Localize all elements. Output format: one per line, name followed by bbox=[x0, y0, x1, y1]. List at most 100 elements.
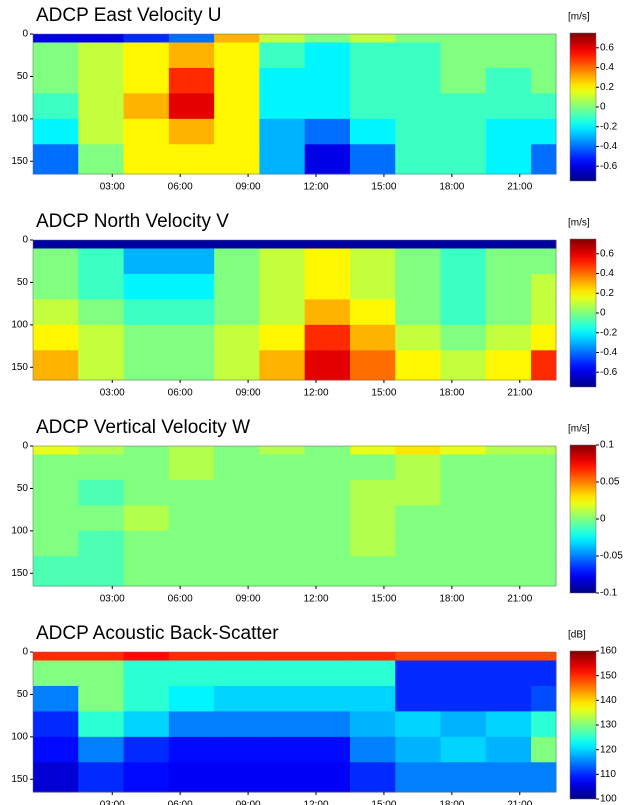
heat-cell bbox=[214, 273, 260, 300]
heat-cell bbox=[349, 240, 396, 249]
heat-cell bbox=[395, 685, 442, 712]
heat-cell bbox=[304, 660, 351, 687]
colorbar-tick-label: -0.6 bbox=[600, 161, 618, 172]
heat-cell bbox=[349, 273, 396, 300]
heat-cell bbox=[304, 454, 351, 481]
heat-cell bbox=[259, 118, 306, 145]
heat-cell bbox=[168, 240, 215, 249]
heat-cell bbox=[485, 454, 532, 481]
heat-cell bbox=[531, 67, 557, 94]
heat-cell bbox=[440, 324, 487, 351]
heat-cell bbox=[485, 479, 532, 506]
x-tick-label: 12:00 bbox=[303, 182, 328, 193]
y-tick-label: 150 bbox=[11, 774, 28, 785]
colorbar-tick-label: 100 bbox=[600, 794, 617, 805]
heat-cell bbox=[168, 299, 215, 326]
heat-cell bbox=[259, 34, 306, 43]
heat-cell bbox=[395, 736, 442, 763]
x-tick-label: 21:00 bbox=[507, 594, 532, 605]
heat-cell bbox=[531, 273, 557, 300]
heat-cell bbox=[440, 685, 487, 712]
heat-cell bbox=[123, 273, 170, 300]
heat-cell bbox=[304, 479, 351, 506]
heat-cell bbox=[168, 685, 215, 712]
colorbar-tick-label: 0 bbox=[600, 102, 606, 113]
heat-cell bbox=[485, 93, 532, 120]
heat-cell bbox=[214, 454, 260, 481]
heat-cell bbox=[440, 556, 487, 587]
heat-cell bbox=[259, 240, 306, 249]
heat-cell bbox=[168, 118, 215, 145]
heat-cell bbox=[123, 505, 170, 532]
y-tick-label: 150 bbox=[11, 362, 28, 373]
heat-cell bbox=[440, 711, 487, 738]
heat-cell bbox=[78, 685, 125, 712]
chart-title: ADCP North Velocity V bbox=[36, 211, 229, 232]
heat-cell bbox=[395, 67, 442, 94]
heat-cell bbox=[168, 652, 215, 661]
heat-cell bbox=[395, 652, 442, 661]
x-tick-label: 15:00 bbox=[371, 182, 396, 193]
heat-cell bbox=[349, 479, 396, 506]
heat-cell bbox=[395, 42, 442, 69]
heat-cell bbox=[485, 118, 532, 145]
heat-cell bbox=[304, 711, 351, 738]
heat-cell bbox=[123, 479, 170, 506]
heat-cell bbox=[485, 144, 532, 175]
heat-cell bbox=[485, 324, 532, 351]
heat-cell bbox=[33, 299, 79, 326]
heat-cell bbox=[304, 556, 351, 587]
heat-cell bbox=[531, 93, 557, 120]
heat-cell bbox=[33, 446, 79, 455]
heat-cell bbox=[33, 144, 79, 175]
x-tick-label: 18:00 bbox=[439, 182, 464, 193]
heat-cell bbox=[123, 350, 170, 381]
heat-cell bbox=[531, 711, 557, 738]
heat-cell bbox=[259, 324, 306, 351]
heat-cell bbox=[349, 34, 396, 43]
heat-cell bbox=[33, 505, 79, 532]
heat-cell bbox=[78, 93, 125, 120]
heat-cell bbox=[304, 273, 351, 300]
colorbar-tick-label: 150 bbox=[600, 670, 617, 681]
x-tick-label: 03:00 bbox=[100, 800, 125, 805]
heat-cell bbox=[214, 324, 260, 351]
heat-cell bbox=[123, 248, 170, 275]
y-tick-label: 50 bbox=[17, 71, 29, 82]
heat-cell bbox=[395, 505, 442, 532]
x-tick-label: 21:00 bbox=[507, 388, 532, 399]
heat-cell bbox=[304, 685, 351, 712]
heat-cell bbox=[259, 454, 306, 481]
heat-cell bbox=[485, 685, 532, 712]
heat-cell bbox=[349, 556, 396, 587]
heat-cell bbox=[395, 273, 442, 300]
x-tick-label: 15:00 bbox=[371, 800, 396, 805]
heat-cell bbox=[78, 248, 125, 275]
heat-cell bbox=[214, 652, 260, 661]
heat-cell bbox=[395, 34, 442, 43]
heat-cell bbox=[395, 446, 442, 455]
colorbar-tick-label: -0.6 bbox=[600, 367, 618, 378]
y-tick-label: 0 bbox=[22, 441, 28, 452]
heat-cell bbox=[33, 479, 79, 506]
colorbar-tick-label: -0.4 bbox=[600, 347, 618, 358]
x-tick-label: 15:00 bbox=[371, 594, 396, 605]
colorbar-tick-label: 120 bbox=[600, 744, 617, 755]
heat-cell bbox=[440, 530, 487, 557]
heat-cell bbox=[531, 324, 557, 351]
heat-cell bbox=[214, 479, 260, 506]
colorbar-tick-label: 0.2 bbox=[600, 288, 614, 299]
plot-frame bbox=[32, 239, 557, 381]
heat-cell bbox=[33, 118, 79, 145]
heat-cell bbox=[440, 762, 487, 793]
x-tick-label: 09:00 bbox=[236, 388, 261, 399]
heat-cell bbox=[531, 762, 557, 793]
heat-cell bbox=[168, 556, 215, 587]
heat-cell bbox=[485, 299, 532, 326]
heat-cell bbox=[531, 299, 557, 326]
heat-cell bbox=[349, 299, 396, 326]
heat-cell bbox=[168, 446, 215, 455]
colorbar-tick-label: 0 bbox=[600, 514, 606, 525]
colorbar-tick-label: 130 bbox=[600, 720, 617, 731]
heat-cell bbox=[440, 660, 487, 687]
